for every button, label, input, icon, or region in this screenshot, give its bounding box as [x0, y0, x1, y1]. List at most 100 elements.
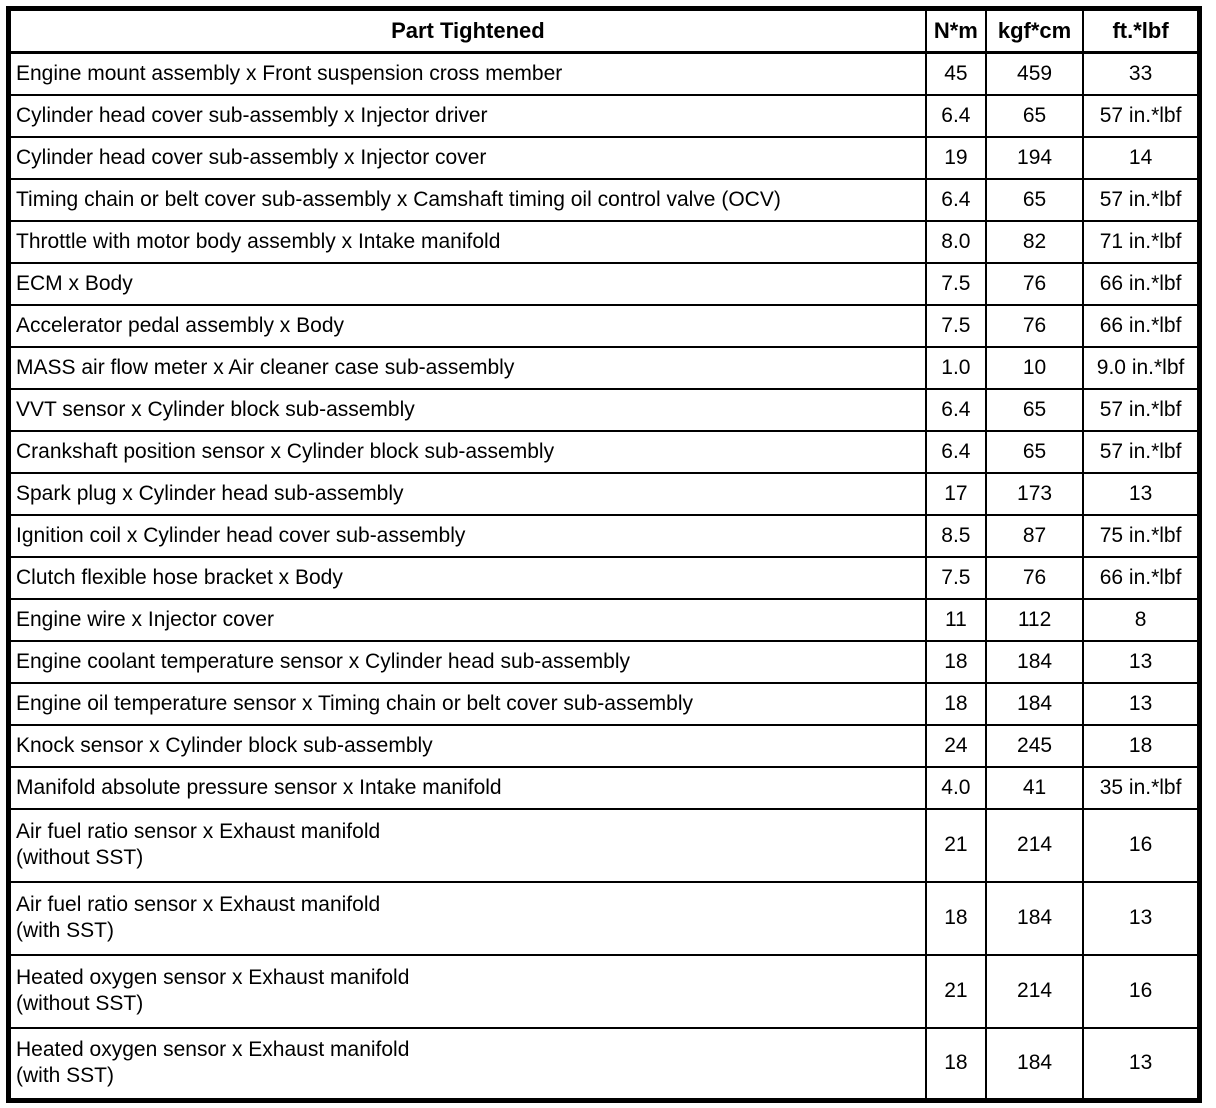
nm-cell: 17	[924, 471, 987, 516]
nm-cell: 4.0	[924, 765, 987, 810]
kgfcm-cell: 194	[984, 135, 1085, 180]
nm-cell: 18	[924, 1026, 987, 1102]
part-tightened-cell: Clutch flexible hose bracket x Body	[7, 555, 927, 600]
table-row: Engine wire x Injector cover 11 112 8	[7, 597, 1201, 642]
part-tightened-cell: Timing chain or belt cover sub-assembly …	[7, 177, 927, 222]
kgfcm-cell: 173	[984, 471, 1085, 516]
table-row: MASS air flow meter x Air cleaner case s…	[7, 345, 1201, 390]
ftlbf-cell: 33	[1082, 51, 1201, 96]
kgfcm-cell: 112	[984, 597, 1085, 642]
table-row: Engine mount assembly x Front suspension…	[7, 51, 1201, 96]
nm-cell: 8.0	[924, 219, 987, 264]
table-row: Clutch flexible hose bracket x Body 7.5 …	[7, 555, 1201, 600]
ftlbf-cell: 16	[1082, 953, 1201, 1029]
ftlbf-cell: 66 in.*lbf	[1082, 261, 1201, 306]
part-tightened-cell: Knock sensor x Cylinder block sub-assemb…	[7, 723, 927, 768]
nm-cell: 6.4	[924, 429, 987, 474]
ftlbf-cell: 71 in.*lbf	[1082, 219, 1201, 264]
part-tightened-cell: ECM x Body	[7, 261, 927, 306]
ftlbf-cell: 75 in.*lbf	[1082, 513, 1201, 558]
col-header-kgfcm: kgf*cm	[984, 7, 1085, 54]
part-tightened-cell: MASS air flow meter x Air cleaner case s…	[7, 345, 927, 390]
table-row: Engine coolant temperature sensor x Cyli…	[7, 639, 1201, 684]
kgfcm-cell: 184	[984, 681, 1085, 726]
table-row: Spark plug x Cylinder head sub-assembly …	[7, 471, 1201, 516]
kgfcm-cell: 214	[984, 807, 1085, 883]
kgfcm-cell: 184	[984, 1026, 1085, 1102]
ftlbf-cell: 8	[1082, 597, 1201, 642]
kgfcm-cell: 184	[984, 880, 1085, 956]
table-row: Cylinder head cover sub-assembly x Injec…	[7, 135, 1201, 180]
ftlbf-cell: 13	[1082, 681, 1201, 726]
part-tightened-cell: Spark plug x Cylinder head sub-assembly	[7, 471, 927, 516]
nm-cell: 18	[924, 681, 987, 726]
nm-cell: 11	[924, 597, 987, 642]
nm-cell: 18	[924, 639, 987, 684]
ftlbf-cell: 14	[1082, 135, 1201, 180]
part-tightened-cell: Air fuel ratio sensor x Exhaust manifold…	[7, 807, 927, 883]
kgfcm-cell: 87	[984, 513, 1085, 558]
kgfcm-cell: 214	[984, 953, 1085, 1029]
part-tightened-cell: Heated oxygen sensor x Exhaust manifold …	[7, 1026, 927, 1102]
kgfcm-cell: 76	[984, 303, 1085, 348]
table-row: Timing chain or belt cover sub-assembly …	[7, 177, 1201, 222]
part-tightened-cell: Engine mount assembly x Front suspension…	[7, 51, 927, 96]
table-row: Throttle with motor body assembly x Inta…	[7, 219, 1201, 264]
ftlbf-cell: 35 in.*lbf	[1082, 765, 1201, 810]
part-tightened-cell: Cylinder head cover sub-assembly x Injec…	[7, 135, 927, 180]
part-tightened-cell: Ignition coil x Cylinder head cover sub-…	[7, 513, 927, 558]
part-tightened-cell: Engine oil temperature sensor x Timing c…	[7, 681, 927, 726]
table-row: VVT sensor x Cylinder block sub-assembly…	[7, 387, 1201, 432]
nm-cell: 6.4	[924, 177, 987, 222]
ftlbf-cell: 9.0 in.*lbf	[1082, 345, 1201, 390]
part-tightened-cell: Accelerator pedal assembly x Body	[7, 303, 927, 348]
ftlbf-cell: 18	[1082, 723, 1201, 768]
nm-cell: 6.4	[924, 387, 987, 432]
part-tightened-cell: Air fuel ratio sensor x Exhaust manifold…	[7, 880, 927, 956]
table-row: Cylinder head cover sub-assembly x Injec…	[7, 93, 1201, 138]
torque-spec-table: Part Tightened N*m kgf*cm ft.*lbf Engine…	[6, 6, 1202, 1103]
part-tightened-cell: Crankshaft position sensor x Cylinder bl…	[7, 429, 927, 474]
nm-cell: 1.0	[924, 345, 987, 390]
table-row: Heated oxygen sensor x Exhaust manifold …	[7, 1026, 1201, 1102]
nm-cell: 45	[924, 51, 987, 96]
table-row: Accelerator pedal assembly x Body 7.5 76…	[7, 303, 1201, 348]
table-row: Engine oil temperature sensor x Timing c…	[7, 681, 1201, 726]
table-header-row: Part Tightened N*m kgf*cm ft.*lbf	[7, 7, 1201, 54]
table-row: Knock sensor x Cylinder block sub-assemb…	[7, 723, 1201, 768]
table-row: Heated oxygen sensor x Exhaust manifold …	[7, 953, 1201, 1029]
part-tightened-cell: Manifold absolute pressure sensor x Inta…	[7, 765, 927, 810]
ftlbf-cell: 57 in.*lbf	[1082, 387, 1201, 432]
ftlbf-cell: 57 in.*lbf	[1082, 177, 1201, 222]
kgfcm-cell: 65	[984, 387, 1085, 432]
kgfcm-cell: 65	[984, 177, 1085, 222]
kgfcm-cell: 82	[984, 219, 1085, 264]
part-tightened-cell: Engine coolant temperature sensor x Cyli…	[7, 639, 927, 684]
col-header-nm: N*m	[924, 7, 987, 54]
table-row: Air fuel ratio sensor x Exhaust manifold…	[7, 807, 1201, 883]
nm-cell: 18	[924, 880, 987, 956]
ftlbf-cell: 66 in.*lbf	[1082, 555, 1201, 600]
part-tightened-cell: VVT sensor x Cylinder block sub-assembly	[7, 387, 927, 432]
part-tightened-cell: Throttle with motor body assembly x Inta…	[7, 219, 927, 264]
table-row: Crankshaft position sensor x Cylinder bl…	[7, 429, 1201, 474]
ftlbf-cell: 13	[1082, 880, 1201, 956]
ftlbf-cell: 66 in.*lbf	[1082, 303, 1201, 348]
nm-cell: 24	[924, 723, 987, 768]
nm-cell: 7.5	[924, 555, 987, 600]
ftlbf-cell: 57 in.*lbf	[1082, 429, 1201, 474]
ftlbf-cell: 13	[1082, 471, 1201, 516]
kgfcm-cell: 76	[984, 261, 1085, 306]
nm-cell: 8.5	[924, 513, 987, 558]
kgfcm-cell: 41	[984, 765, 1085, 810]
kgfcm-cell: 76	[984, 555, 1085, 600]
table-row: Air fuel ratio sensor x Exhaust manifold…	[7, 880, 1201, 956]
kgfcm-cell: 459	[984, 51, 1085, 96]
nm-cell: 19	[924, 135, 987, 180]
ftlbf-cell: 13	[1082, 1026, 1201, 1102]
nm-cell: 21	[924, 807, 987, 883]
part-tightened-cell: Engine wire x Injector cover	[7, 597, 927, 642]
kgfcm-cell: 10	[984, 345, 1085, 390]
part-tightened-cell: Heated oxygen sensor x Exhaust manifold …	[7, 953, 927, 1029]
